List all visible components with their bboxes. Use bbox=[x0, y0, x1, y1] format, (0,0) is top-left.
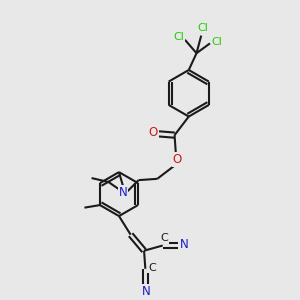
Text: C: C bbox=[161, 233, 169, 243]
Text: O: O bbox=[172, 153, 182, 166]
Text: O: O bbox=[149, 126, 158, 139]
Text: N: N bbox=[179, 238, 188, 251]
Text: Cl: Cl bbox=[173, 32, 184, 42]
Text: C: C bbox=[148, 262, 156, 272]
Text: Cl: Cl bbox=[197, 23, 208, 33]
Text: N: N bbox=[142, 285, 150, 298]
Text: N: N bbox=[119, 186, 128, 199]
Text: Cl: Cl bbox=[212, 37, 223, 47]
